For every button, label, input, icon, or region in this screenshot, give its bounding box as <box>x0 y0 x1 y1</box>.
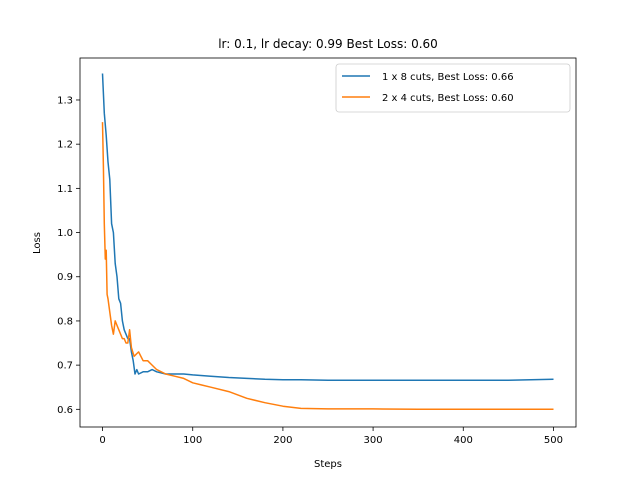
x-tick-label: 500 <box>544 435 563 446</box>
legend-label-series-1: 1 x 8 cuts, Best Loss: 0.66 <box>382 72 514 83</box>
x-tick-label: 100 <box>183 435 202 446</box>
x-tick-label: 200 <box>273 435 292 446</box>
y-tick-label: 0.9 <box>57 272 73 283</box>
y-tick-label: 0.6 <box>57 405 73 416</box>
y-axis-ticks: 0.6 0.7 0.8 0.9 1.0 1.1 1.2 1.3 <box>57 95 80 416</box>
x-axis-ticks: 0 100 200 300 400 500 <box>99 427 563 446</box>
x-tick-label: 300 <box>364 435 383 446</box>
y-tick-label: 1.0 <box>57 228 73 239</box>
x-tick-label: 400 <box>454 435 473 446</box>
legend-label-series-2: 2 x 4 cuts, Best Loss: 0.60 <box>382 93 514 104</box>
series-line-1 <box>101 73 554 381</box>
y-tick-label: 1.2 <box>57 140 73 151</box>
legend-box <box>335 63 571 113</box>
chart-title: lr: 0.1, lr decay: 0.99 Best Loss: 0.60 <box>218 37 438 51</box>
y-tick-label: 0.8 <box>57 316 73 327</box>
plot-area <box>79 57 577 428</box>
y-tick-label: 1.3 <box>57 95 73 106</box>
series-line-2 <box>101 122 554 411</box>
legend: 1 x 8 cuts, Best Loss: 0.66 2 x 4 cuts, … <box>335 63 571 113</box>
y-tick-label: 1.1 <box>57 184 73 195</box>
y-axis-label: Loss <box>32 232 43 254</box>
y-tick-label: 0.7 <box>57 361 73 372</box>
axes-frame <box>79 57 577 428</box>
series-lines <box>101 73 554 411</box>
x-axis-label: Steps <box>314 459 342 470</box>
x-tick-label: 0 <box>99 435 105 446</box>
